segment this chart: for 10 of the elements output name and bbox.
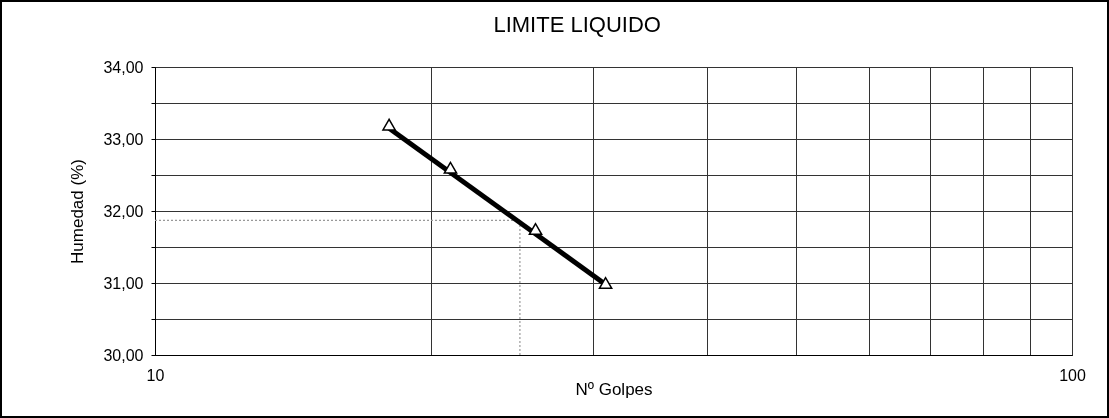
x-tick-label: 10 [146,366,165,384]
chart-title: LIMITE LIQUIDO [493,12,661,37]
x-tick-label: 100 [1059,366,1086,384]
y-tick-label: 34,00 [103,58,144,76]
y-axis-title: Humedad (%) [68,159,88,264]
x-axis-title: Nº Golpes [575,379,653,399]
y-tick-label: 32,00 [103,202,144,220]
y-tick-label: 33,00 [103,130,144,148]
y-tick-label: 31,00 [103,274,144,292]
y-tick-label: 30,00 [103,346,144,364]
